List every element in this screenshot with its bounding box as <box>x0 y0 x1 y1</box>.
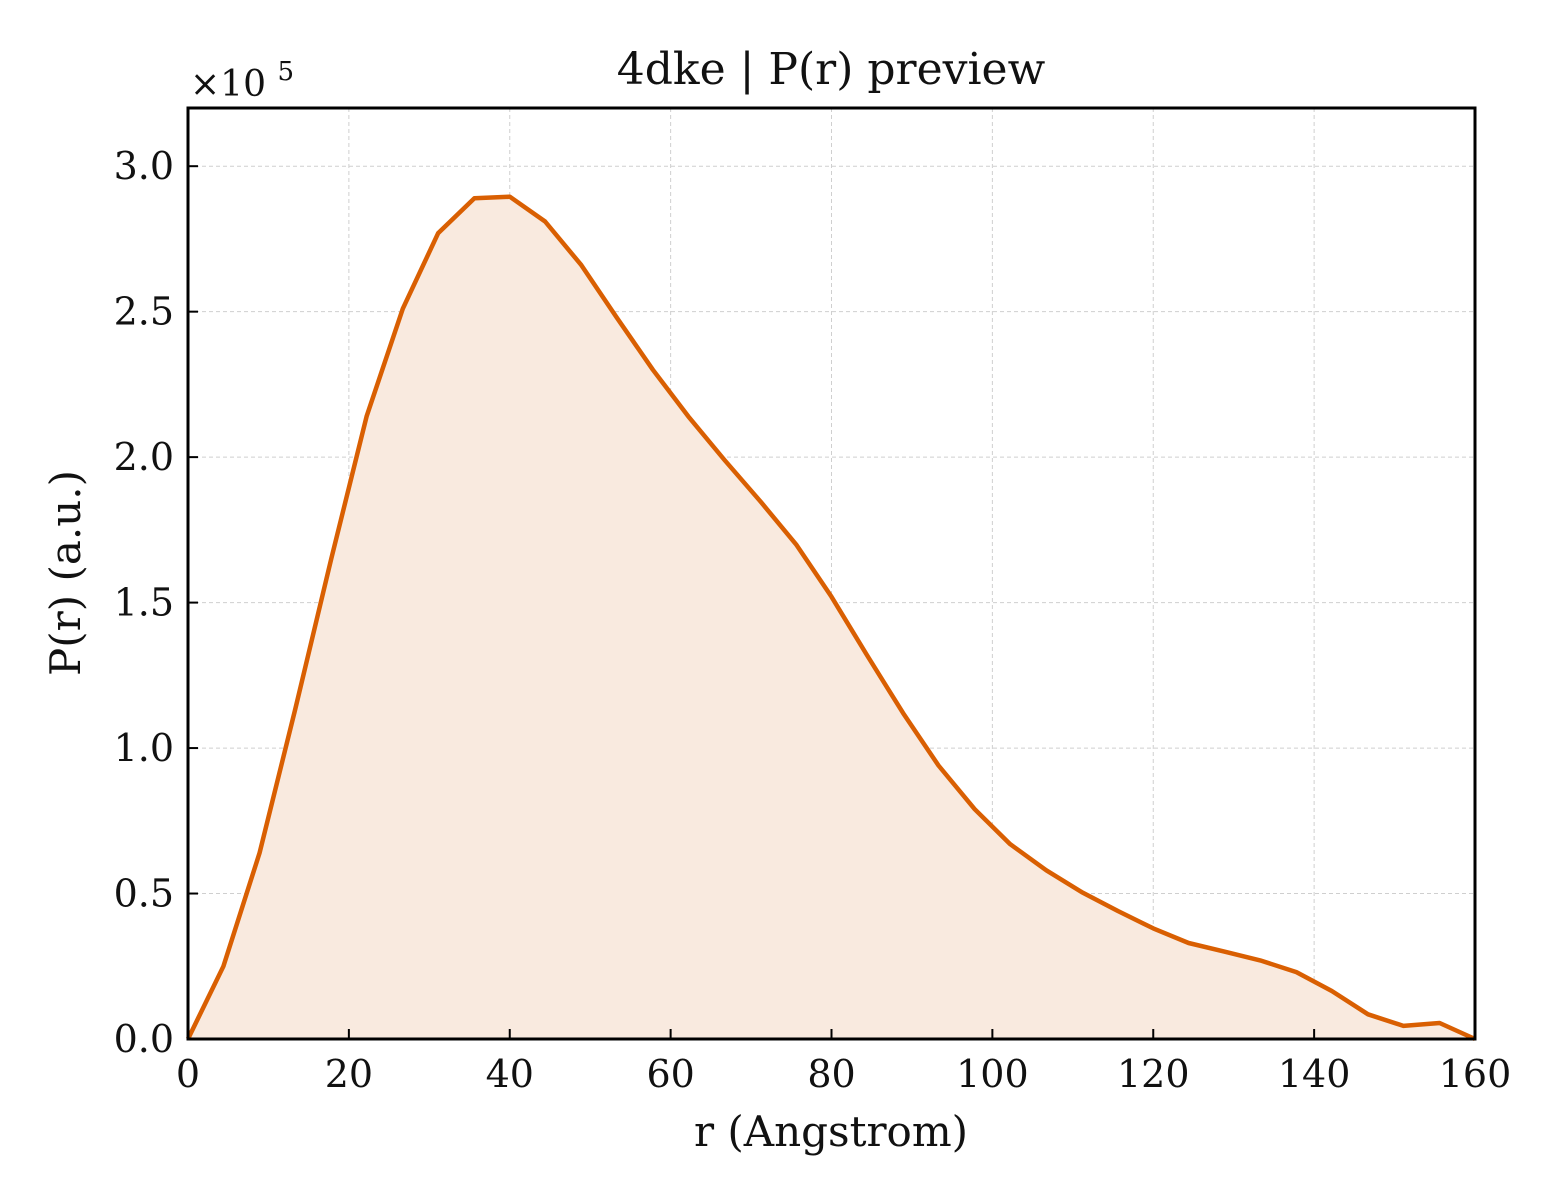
x-tick-label: 80 <box>807 1052 855 1096</box>
axis-layer: 0 20 40 60 80 100 120 140 160 0.0 0.5 1.0 1.5 2.0 2.5 3… <box>114 106 1512 1096</box>
pr-area-fill <box>188 196 1475 1039</box>
y-tick-label: 1.5 <box>114 581 174 625</box>
x-tick-label: 160 <box>1439 1052 1512 1096</box>
y-tick-label: 3.0 <box>114 144 174 188</box>
x-axis-label: r (Angstrom) <box>694 1107 968 1156</box>
chart-title: 4dke | P(r) preview <box>617 44 1046 95</box>
y-tick-label: 0.5 <box>114 872 174 916</box>
y-tick-label: 2.0 <box>114 435 174 479</box>
x-tick-label: 120 <box>1117 1052 1190 1096</box>
x-tick-label: 100 <box>956 1052 1029 1096</box>
x-tick-label: 140 <box>1278 1052 1351 1096</box>
y-axis-label: P(r) (a.u.) <box>41 470 90 676</box>
x-tick-label: 0 <box>176 1052 200 1096</box>
y-tick-label: 2.5 <box>114 290 174 334</box>
y-multiplier-prefix: ×10 <box>190 64 266 105</box>
y-tick-label: 1.0 <box>114 726 174 770</box>
y-multiplier-exponent: 5 <box>277 57 294 87</box>
x-tick-label: 60 <box>646 1052 694 1096</box>
x-tick-label: 20 <box>325 1052 373 1096</box>
y-tick-label: 0.0 <box>114 1017 174 1061</box>
data-layer <box>185 194 1476 1042</box>
y-axis-multiplier: ×10 5 <box>190 57 294 105</box>
x-tick-label: 40 <box>486 1052 534 1096</box>
pr-series-line <box>185 194 1476 1042</box>
